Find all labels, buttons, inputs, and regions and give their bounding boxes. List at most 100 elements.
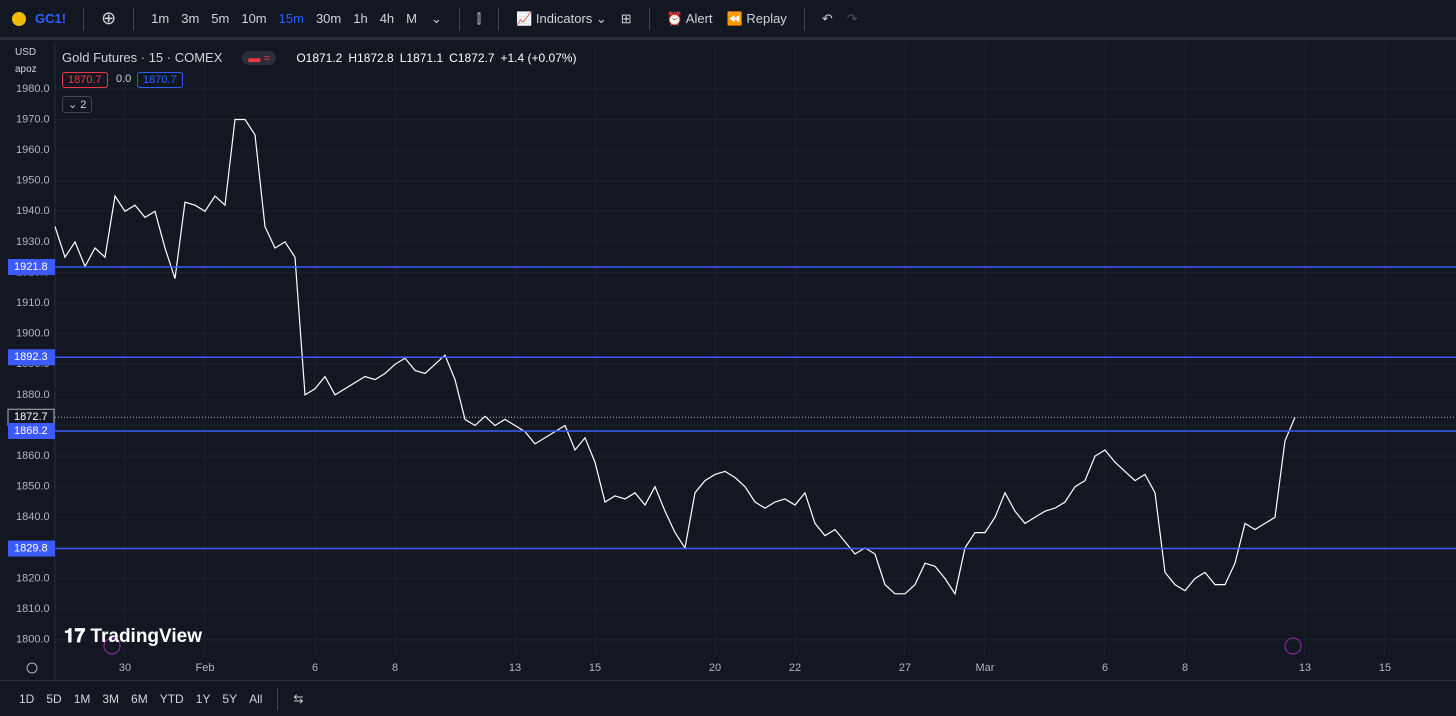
interval[interactable]: 3m (181, 11, 200, 26)
y-tick-label: 1820.0 (16, 572, 50, 584)
interval[interactable]: 10m (241, 11, 267, 26)
interval[interactable]: 15m (278, 11, 304, 26)
replay-label: Replay (746, 10, 787, 26)
separator (803, 7, 805, 30)
indicator-count: 2 (80, 99, 87, 111)
separator (498, 7, 500, 30)
event-icon (103, 637, 121, 655)
separator (277, 687, 279, 710)
ohlc: O1871.2 H1872.8 L1871.1 C1872.7 +1.4 (+0.07%… (296, 51, 576, 65)
interval[interactable]: M (406, 11, 418, 26)
ohlc-value: O1871.2 (296, 50, 343, 65)
y-tick-label: 1840.0 (16, 511, 50, 523)
interval[interactable]: 1m (151, 11, 170, 26)
y-tick-label: 1900.0 (16, 328, 50, 340)
interval[interactable]: 4h (379, 11, 395, 26)
level-label: 1868.2 (14, 425, 48, 437)
x-tick-label: 15 (589, 662, 601, 674)
settings-icon (26, 662, 38, 674)
x-tick-label: 8 (1182, 662, 1188, 674)
level-box (8, 258, 55, 275)
level-label: 1921.8 (14, 261, 48, 273)
spread-box: 0.0 (116, 73, 132, 85)
interval[interactable]: 5m (211, 11, 230, 26)
date-range[interactable]: ⇆ (293, 691, 304, 706)
range[interactable]: 5Y (222, 691, 238, 706)
y-tick-label: 1800.0 (16, 634, 50, 646)
range[interactable]: 1Y (195, 691, 211, 706)
chart-type[interactable]: ⫿ (476, 10, 482, 26)
x-tick-label: 20 (709, 662, 721, 674)
level-box (8, 349, 55, 366)
x-tick-label: 6 (312, 662, 318, 674)
separator (648, 7, 650, 30)
indicators-label: Indicators (535, 10, 593, 26)
range[interactable]: 3M (102, 691, 120, 706)
range[interactable]: 1D (19, 691, 35, 706)
event-icon (1284, 637, 1302, 655)
undo[interactable]: ↶ (821, 10, 833, 26)
interval[interactable]: 1h (353, 11, 368, 26)
level-box (8, 540, 55, 557)
x-tick-label: Feb (196, 662, 215, 674)
ohlc-value: H1872.8 (348, 50, 394, 65)
range[interactable]: 1M (73, 691, 91, 706)
unit[interactable]: apoz (15, 64, 37, 75)
symbol[interactable]: GC1! (35, 11, 67, 26)
status[interactable]: ▬ ≈ (242, 50, 277, 65)
legend: Gold Futures · 15 · COMEX ▬ ≈ O1871.2 H18… (62, 50, 577, 65)
intervals: 1m 3m 5m 10m 15m 30m 1h 4h M (146, 7, 422, 30)
range-bar: 1D 5D 1M 3M 6M YTD 1Y 5Y All ⇆ (0, 680, 1456, 716)
redo[interactable]: ↷ (846, 10, 858, 26)
symbol-icon (12, 11, 26, 26)
range[interactable]: 5D (46, 691, 62, 706)
y-tick-label: 1930.0 (16, 236, 50, 248)
y-tick-label: 1950.0 (16, 175, 50, 187)
watermark-text: TradingView (90, 626, 202, 647)
level-label: 1829.8 (14, 542, 48, 554)
price-line (54, 118, 1296, 596)
interval[interactable]: 30m (315, 11, 342, 26)
currency[interactable]: USD (15, 47, 37, 58)
last-price-label: 1872.7 (14, 411, 48, 423)
x-tick-label: 6 (1102, 662, 1108, 674)
x-tick-label: 8 (392, 662, 398, 674)
y-tick-label: 1850.0 (16, 481, 50, 493)
range[interactable]: YTD (159, 691, 184, 706)
range[interactable]: All (249, 691, 263, 706)
indicator-toggle[interactable]: ⌄ 2 (62, 96, 93, 113)
range[interactable]: 6M (131, 691, 148, 706)
y-tick-label: 1980.0 (16, 83, 50, 95)
x-tick-label: 13 (509, 662, 521, 674)
y-tick-label: 1940.0 (16, 205, 50, 217)
watermark: 𝟏𝟕 TradingView (64, 626, 202, 647)
level-label: 1892.3 (14, 351, 48, 363)
ranges: 1D 5D 1M 3M 6M YTD 1Y 5Y All (14, 688, 267, 710)
interval-menu[interactable]: ⌄ (431, 10, 442, 26)
y-tick-label: 1810.0 (16, 603, 50, 615)
y-tick-label: 1960.0 (16, 144, 50, 156)
level-box (8, 423, 55, 440)
x-tick-label: 22 (789, 662, 801, 674)
indicators[interactable]: 📈 Indicators ⌄ (516, 10, 607, 26)
x-tick-label: 13 (1299, 662, 1311, 674)
toolbar: GC1! ⊕ 1m 3m 5m 10m 15m 30m 1h 4h M ⌄ ⫿ 📈 Indica… (0, 0, 1456, 40)
separator (133, 7, 135, 30)
x-tick-label: Mar (976, 662, 995, 674)
bid-box: 1870.7 (62, 72, 108, 88)
ohlc-value: +1.4 (+0.07%) (500, 50, 577, 65)
ohlc-value: L1871.1 (399, 50, 444, 65)
y-tick-label: 1910.0 (16, 297, 50, 309)
layouts[interactable]: ⊞ (620, 10, 632, 26)
add-symbol[interactable]: ⊕ (101, 8, 117, 28)
y-tick-label: 1970.0 (16, 113, 50, 125)
alert[interactable]: ⏰ Alert (666, 10, 713, 26)
chart-title: Gold Futures · 15 · COMEX (62, 50, 223, 65)
replay[interactable]: ⏪ Replay (726, 10, 787, 26)
separator (458, 7, 460, 30)
y-tick-label: 1880.0 (16, 389, 50, 401)
x-tick-label: 15 (1379, 662, 1391, 674)
ohlc-value: C1872.7 (449, 50, 495, 65)
